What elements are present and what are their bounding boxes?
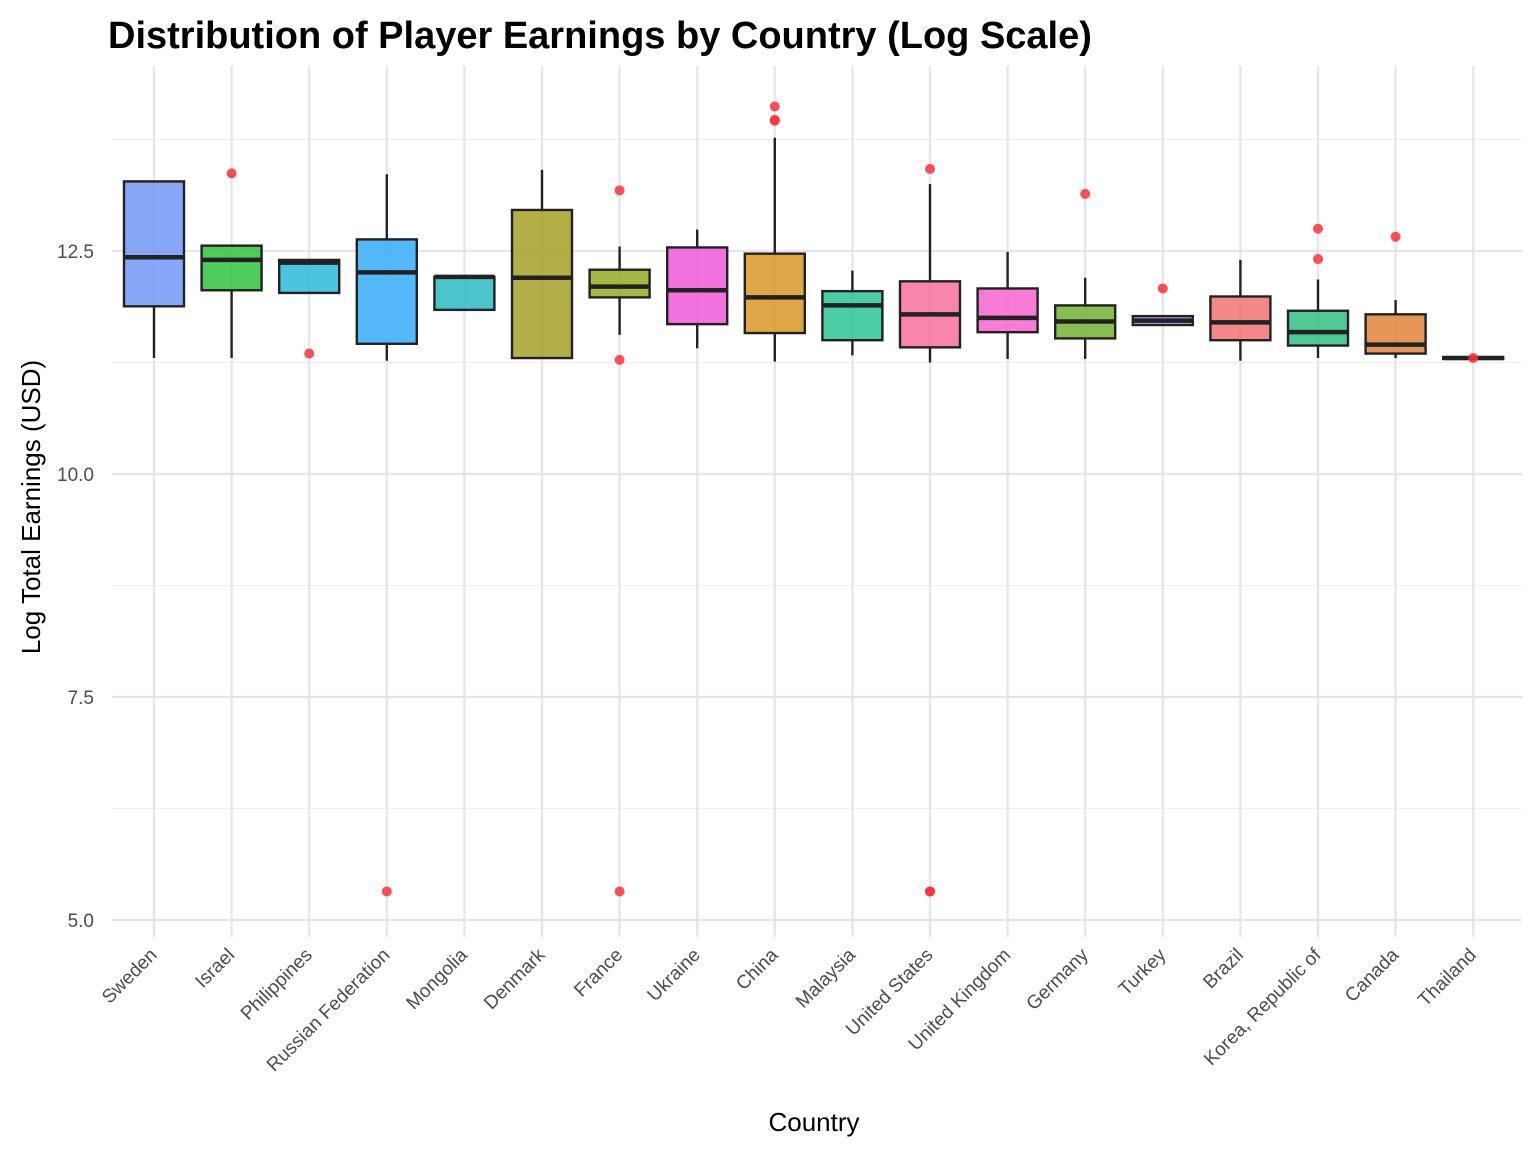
outlier-point bbox=[614, 886, 625, 897]
box-denmark bbox=[510, 169, 574, 360]
box-iqr bbox=[821, 289, 884, 342]
box-iqr bbox=[666, 246, 729, 326]
box-sweden bbox=[122, 180, 186, 359]
grid bbox=[112, 66, 1522, 937]
box-korea-republic-of bbox=[1286, 279, 1350, 359]
x-tick-label: Thailand bbox=[1414, 945, 1480, 1011]
box-united-states bbox=[898, 184, 962, 363]
box-iqr bbox=[278, 258, 341, 295]
box-ukraine bbox=[666, 229, 729, 349]
outlier-point bbox=[925, 886, 935, 897]
y-axis-ticks: 5.0 7.5 10.0 12.5 bbox=[57, 242, 94, 932]
box-iqr bbox=[1286, 309, 1350, 347]
box-canada bbox=[1364, 300, 1427, 359]
box-brazil bbox=[1209, 259, 1272, 361]
y-tick-label: 5.0 bbox=[68, 911, 94, 932]
x-tick-label: Denmark bbox=[480, 944, 550, 1014]
outlier-point bbox=[769, 115, 780, 126]
x-tick-label: Mongolia bbox=[403, 944, 473, 1014]
outlier-point bbox=[1157, 283, 1168, 294]
outlier-point bbox=[381, 886, 392, 897]
x-tick-label: Ukraine bbox=[644, 945, 705, 1006]
box-germany bbox=[1053, 277, 1117, 359]
box-china bbox=[743, 137, 806, 362]
outlier-layer bbox=[226, 101, 1479, 897]
x-tick-label: Israel bbox=[191, 945, 239, 993]
outlier-point bbox=[1313, 223, 1323, 234]
box-malaysia bbox=[821, 270, 884, 356]
box-mongolia bbox=[433, 274, 496, 312]
x-tick-label: France bbox=[570, 945, 627, 1002]
x-tick-label: Germany bbox=[1023, 944, 1093, 1014]
box-philippines bbox=[278, 258, 341, 295]
x-tick-label: China bbox=[732, 944, 782, 994]
box-iqr bbox=[1364, 313, 1427, 355]
box-iqr bbox=[743, 252, 806, 335]
box-iqr bbox=[976, 287, 1039, 334]
x-tick-label: Sweden bbox=[98, 945, 161, 1008]
y-axis-title: Log Total Earnings (USD) bbox=[16, 360, 46, 654]
box-iqr bbox=[510, 208, 574, 360]
x-tick-label: Turkey bbox=[1115, 944, 1171, 1000]
box-israel bbox=[200, 244, 263, 359]
outlier-point bbox=[614, 354, 625, 365]
box-iqr bbox=[1209, 295, 1272, 342]
box-russian-federation bbox=[355, 174, 418, 361]
x-tick-label: Philippines bbox=[237, 945, 317, 1025]
outlier-point bbox=[1080, 188, 1091, 199]
x-tick-label: Brazil bbox=[1199, 945, 1247, 993]
chart-title: Distribution of Player Earnings by Count… bbox=[108, 15, 1092, 57]
box-france bbox=[588, 246, 651, 335]
outlier-point bbox=[1468, 353, 1479, 364]
box-iqr bbox=[122, 180, 186, 308]
box-layer bbox=[122, 137, 1505, 363]
box-iqr bbox=[433, 275, 496, 312]
outlier-point bbox=[1390, 231, 1401, 242]
box-iqr bbox=[355, 238, 418, 345]
y-tick-label: 7.5 bbox=[68, 688, 94, 709]
box-iqr bbox=[588, 268, 651, 299]
outlier-point bbox=[226, 168, 237, 179]
box-iqr bbox=[200, 244, 263, 292]
outlier-point bbox=[925, 163, 935, 174]
box-turkey bbox=[1131, 314, 1195, 327]
outlier-point bbox=[614, 185, 625, 196]
box-united-kingdom bbox=[976, 251, 1039, 359]
outlier-point bbox=[769, 101, 780, 112]
y-tick-label: 10.0 bbox=[57, 465, 94, 486]
x-axis-title: Country bbox=[768, 1107, 859, 1137]
outlier-point bbox=[1313, 254, 1323, 265]
y-tick-label: 12.5 bbox=[57, 242, 94, 263]
outlier-point bbox=[304, 348, 315, 359]
x-tick-label: Canada bbox=[1341, 944, 1403, 1006]
x-tick-label: Malaysia bbox=[792, 944, 860, 1012]
